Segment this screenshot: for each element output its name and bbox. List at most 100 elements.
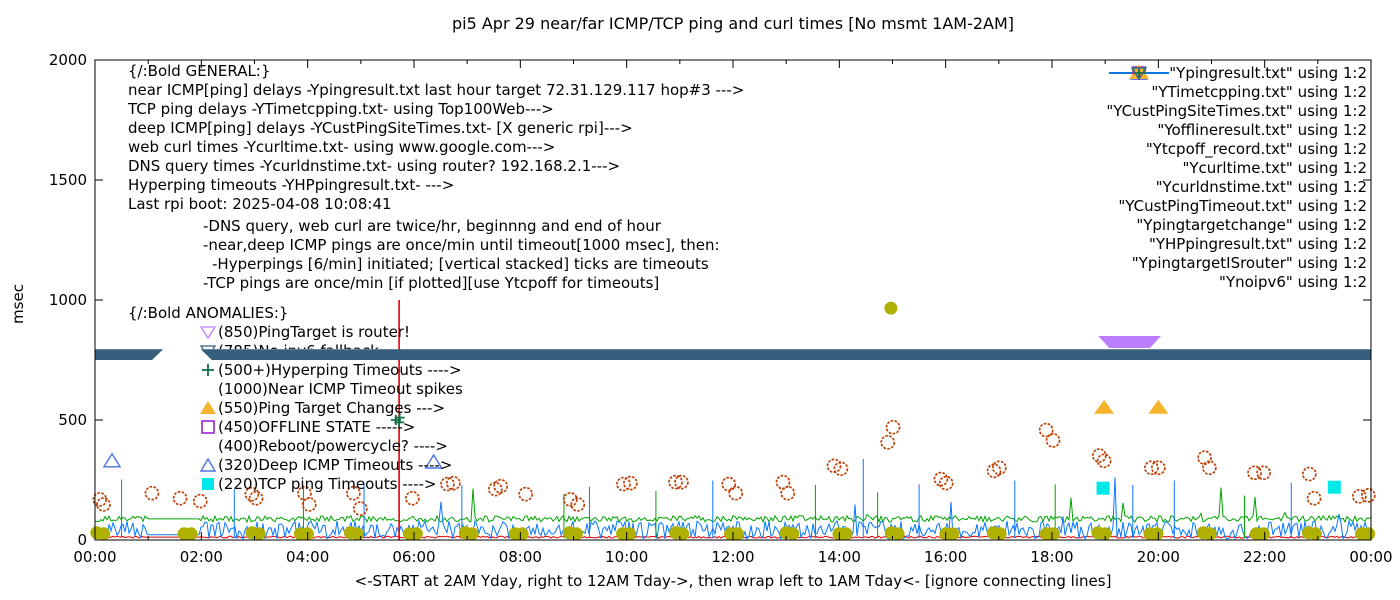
legend-label: "Ycurltime.txt" using 1:2 xyxy=(1182,158,1367,177)
anomaly-line: (1000)Near ICMP Timeout spikes xyxy=(200,380,463,398)
general-text-line: web curl times -Ycurltime.txt- using www… xyxy=(128,138,556,156)
x-tick-label: 14:00 xyxy=(817,548,861,566)
y-tick-label: 0 xyxy=(77,531,87,549)
anomaly-line: (220)TCP ping Timeouts ----> xyxy=(200,475,436,493)
anomaly-text: (220)TCP ping Timeouts ----> xyxy=(218,475,437,493)
point-Ycurldnstime.txt xyxy=(839,527,853,541)
legend-item: "Ycurldnstime.txt" using 1:2 xyxy=(1106,67,1367,196)
y-tick-label: 1500 xyxy=(48,171,87,189)
point-Ycurltime.txt xyxy=(780,485,796,501)
point-Ycurltime.txt xyxy=(518,486,534,502)
square-filled-icon xyxy=(202,478,214,490)
point-Ycurltime.txt xyxy=(96,497,111,512)
legend-item: "Yofflineresult.txt" using 1:2 xyxy=(1106,66,1367,139)
point-Ycurldnstime.txt xyxy=(515,527,529,541)
point-Ycurltime.txt xyxy=(623,475,638,491)
point-Ycurltime.txt xyxy=(1360,488,1376,503)
legend-label: "YHPpingresult.txt" using 1:2 xyxy=(1148,234,1367,253)
point-Ycurldnstime.txt xyxy=(184,527,198,541)
general-text-line: -Hyperpings [6/min] initiated; [vertical… xyxy=(212,255,709,273)
point-Ycurltime.txt xyxy=(248,490,264,506)
point-Ycurltime.txt xyxy=(172,490,188,506)
point-Ycurltime.txt xyxy=(885,419,901,435)
point-Ycurltime.txt xyxy=(992,460,1007,476)
anomaly-line: (850)PingTarget is router! xyxy=(200,323,410,341)
x-tick-label: 00:00 xyxy=(73,548,117,566)
point-Ycurltime.txt xyxy=(487,481,503,497)
y-tick-label: 1000 xyxy=(48,291,87,309)
x-tick-label: 16:00 xyxy=(924,548,968,566)
point-Ycurltime.txt xyxy=(1096,453,1112,469)
plus-icon xyxy=(202,364,214,376)
legend-item: "YTimetcpping.txt" using 1:2 xyxy=(1106,72,1367,101)
point-Ycurltime.txt xyxy=(405,490,420,506)
y-axis-label: msec xyxy=(9,284,27,324)
point-Ycurldnstime.txt xyxy=(676,527,690,541)
general-text-line: {/:Bold GENERAL:} xyxy=(128,62,271,80)
point-YHPpingresult.txt xyxy=(394,412,405,423)
point-Ycurldnstime.txt xyxy=(884,301,898,315)
legend-item: "YpingtargetISrouter" using 1:2 xyxy=(1106,67,1367,272)
point-Ycurltime.txt xyxy=(1038,422,1054,438)
x-tick-label: 12:00 xyxy=(711,548,755,566)
legend-item: "Ynoipv6" using 1:2 xyxy=(1106,67,1367,291)
point-Ycurltime.txt xyxy=(1301,466,1317,482)
point-Ycurldnstime.txt xyxy=(409,527,423,541)
point-Ycurltime.txt xyxy=(1256,465,1271,481)
point-Ycurldnstime.txt xyxy=(731,527,745,541)
point-Ycurldnstime.txt xyxy=(1362,527,1376,541)
anomaly-text: (320)Deep ICMP Timeouts ----> xyxy=(218,456,453,474)
legend-item: "YHPpingresult.txt" using 1:2 xyxy=(1106,67,1367,253)
y-tick-label: 2000 xyxy=(48,51,87,69)
point-Ycurldnstime.txt xyxy=(1150,527,1164,541)
anomaly-text: (785)No ipv6 fallback xyxy=(218,342,379,349)
point-Ycurltime.txt xyxy=(721,476,737,492)
x-tick-label: 20:00 xyxy=(1136,548,1180,566)
point-Ycurltime.txt xyxy=(826,458,842,474)
general-text-line: -near,deep ICMP pings are once/min until… xyxy=(203,236,720,254)
point-Ycurltime.txt xyxy=(880,434,896,450)
point-Ypingtargetchange xyxy=(1094,399,1115,414)
point-Ycurldnstime.txt xyxy=(786,527,800,541)
anomaly-text: (850)PingTarget is router! xyxy=(218,323,410,341)
legend-label: "YpingtargetISrouter" using 1:2 xyxy=(1131,253,1367,272)
x-tick-label: 22:00 xyxy=(1243,548,1287,566)
anomaly-text: (550)Ping Target Changes ---> xyxy=(218,399,446,417)
anomaly-line: (500+)Hyperping Timeouts ----> xyxy=(200,361,462,379)
point-Ycurldnstime.txt xyxy=(1203,527,1217,541)
legend-label: "Yofflineresult.txt" using 1:2 xyxy=(1157,120,1367,139)
general-text-line: near ICMP[ping] delays -Ypingresult.txt … xyxy=(128,81,745,99)
x-tick-label: 04:00 xyxy=(286,548,330,566)
point-Ycurltime.txt xyxy=(562,492,578,507)
point-Ycurltime.txt xyxy=(192,493,208,509)
band-Ynoipv6 xyxy=(200,349,1372,360)
general-text-line: -DNS query, web curl are twice/hr, begin… xyxy=(203,217,661,235)
point-Ycurltime.txt xyxy=(1247,465,1262,481)
x-tick-label: 06:00 xyxy=(392,548,436,566)
point-Ycurltime.txt xyxy=(1144,460,1159,476)
point-Ycurltime.txt xyxy=(616,476,631,492)
general-text-line: deep ICMP[ping] delays -YCustPingSiteTim… xyxy=(128,119,633,137)
point-Ycurldnstime.txt xyxy=(946,527,960,541)
point-Ycurltime.txt xyxy=(301,497,317,512)
point-Ycurltime.txt xyxy=(1045,433,1061,448)
point-Ycurltime.txt xyxy=(445,475,461,491)
legend-label: "YCustPingSiteTimes.txt" using 1:2 xyxy=(1106,101,1367,120)
point-Ycurltime.txt xyxy=(674,474,689,490)
point-Ycurltime.txt xyxy=(938,475,954,491)
point-Ycurltime.txt xyxy=(144,485,160,501)
x-tick-label: 02:00 xyxy=(179,548,223,566)
point-Ycurltime.txt xyxy=(668,474,683,490)
legend-item: "Ycurltime.txt" using 1:2 xyxy=(1106,66,1367,177)
point-Ycurldnstime.txt xyxy=(465,527,479,541)
legend-label: "YTimetcpping.txt" using 1:2 xyxy=(1151,82,1367,101)
point-Ycurldnstime.txt xyxy=(891,527,905,541)
point-Ycurltime.txt xyxy=(493,478,509,494)
legend: "Ypingresult.txt" using 1:2 "YTimetcpping… xyxy=(1106,63,1367,291)
point-Ycurltime.txt xyxy=(1306,490,1322,506)
point-Ycurltime.txt xyxy=(1351,488,1367,504)
point-Ycurldnstime.txt xyxy=(623,527,637,541)
anomaly-line: (550)Ping Target Changes ---> xyxy=(200,399,445,417)
legend-label: "YCustPingTimeout.txt" using 1:2 xyxy=(1118,196,1367,215)
